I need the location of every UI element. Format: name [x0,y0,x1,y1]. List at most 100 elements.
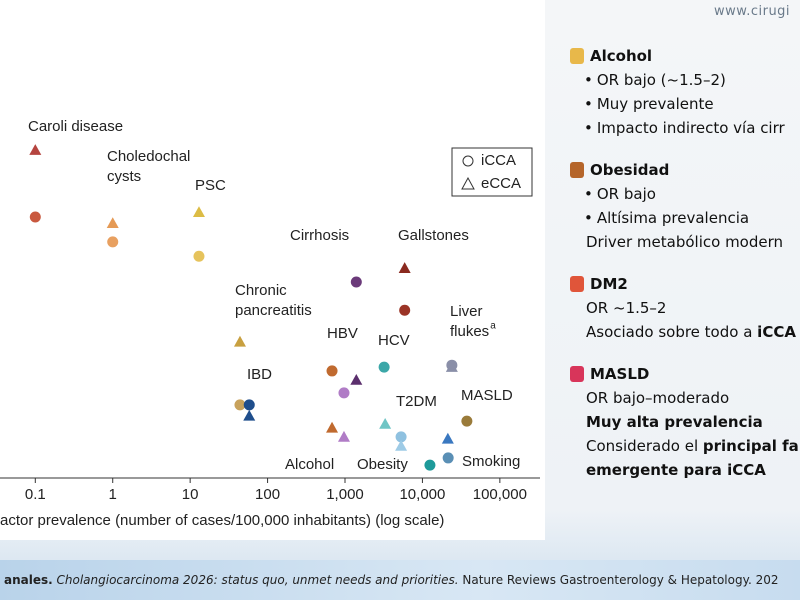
note-line: Asociado sobre todo a iCCA [570,320,800,344]
triangle-point [326,421,339,433]
note-title: MASLD [570,362,800,386]
note-line: Driver metabólico modern [570,230,800,254]
x-tick-label: 100,000 [473,486,527,503]
circle-point [193,250,205,262]
circle-point [378,361,390,373]
note-line: OR bajo–moderado [570,386,800,410]
citation-text: anales. [4,573,53,587]
point-label: Chronic [235,282,287,299]
note-title: Alcohol [570,44,800,68]
note-text: Driver metabólico modern [586,233,784,251]
citation: anales. Cholangiocarcinoma 2026: status … [0,560,800,600]
note-section: Obesidad OR bajo Altísima prevalencia Drive… [570,158,800,254]
note-icon [570,162,584,178]
note-text: OR bajo (~1.5–2) [596,71,726,89]
note-text: OR bajo–moderado [586,389,730,407]
note-text: Asociado sobre todo a [586,323,758,341]
point-label: IBD [247,366,272,383]
point-label: Smoking [462,453,520,470]
note-text: Altísima prevalencia [596,209,750,227]
note-title-text: Obesidad [590,161,670,179]
circle-point [424,459,436,471]
triangle-point [395,439,408,451]
point-label: HBV [327,325,358,342]
circle-point [338,387,350,399]
point-label: flukes [450,323,489,340]
point-label: PSC [195,177,226,194]
x-tick-label: 1,000 [326,486,364,503]
point-label: Alcohol [285,456,334,473]
chart-background [0,0,545,540]
triangle-point [350,374,363,385]
chart: actor prevalence (number of cases/100,00… [0,0,545,540]
superscript: a [490,321,496,332]
citation-text: Cholangiocarcinoma 2026: status quo, unm… [52,573,459,587]
point-label: pancreatitis [235,302,312,319]
triangle-point [445,361,458,372]
circle-point [399,304,411,316]
circle-point [29,211,41,223]
note-line: OR ~1.5–2 [570,296,800,320]
triangle-point [441,432,454,444]
note-icon [570,366,584,382]
note-line: OR bajo [570,182,800,206]
triangle-point [233,335,246,347]
note-title: Obesidad [570,158,800,182]
note-line: Considerado el principal fa [570,434,800,458]
point-label: Caroli disease [28,118,123,135]
note-text: Considerado el [586,437,703,455]
x-tick-label: 0.1 [25,486,46,503]
point-label: Choledochal [107,148,190,165]
circle-point [442,452,454,464]
x-tick-label: 10 [182,486,199,503]
circle-point [461,415,473,427]
note-section: MASLD OR bajo–moderado Muy alta prevalenci… [570,362,800,482]
circle-point [243,399,255,411]
x-tick-label: 10,000 [399,486,445,503]
note-text: Muy prevalente [596,95,714,113]
note-line: Altísima prevalencia [570,206,800,230]
legend-box [451,147,533,197]
note-line: Impacto indirecto vía cirr [570,116,800,140]
triangle-point [379,417,392,429]
triangle-point [192,206,205,218]
legend-label: iCCA [481,152,516,169]
note-title-text: DM2 [590,275,628,293]
point-label: MASLD [461,387,513,404]
note-title-text: MASLD [590,365,650,383]
note-line: Muy prevalente [570,92,800,116]
note-text: Impacto indirecto vía cirr [596,119,785,137]
point-label: Gallstones [398,227,469,244]
point-label: Cirrhosis [290,227,349,244]
point-label: Obesity [357,456,408,473]
point-label: HCV [378,332,410,349]
notes-panel: Alcohol OR bajo (~1.5–2) Muy prevalente Imp… [570,44,800,534]
triangle-point [337,430,350,442]
point-label: cysts [107,168,141,185]
note-text: iCCA [757,323,796,341]
triangle-point [106,217,119,229]
triangle-point [398,262,411,273]
triangle-point [29,144,42,155]
note-text: OR ~1.5–2 [586,299,667,317]
circle-point [107,236,119,248]
note-line: emergente para iCCA [570,458,800,482]
x-tick-label: 100 [255,486,280,503]
circle-point [234,399,246,411]
note-line: OR bajo (~1.5–2) [570,68,800,92]
note-section: Alcohol OR bajo (~1.5–2) Muy prevalente Imp… [570,44,800,140]
point-label: Liver [450,303,483,320]
legend-label: eCCA [481,175,521,192]
x-axis-label: actor prevalence (number of cases/100,00… [0,512,444,529]
triangle-point [243,409,256,421]
note-text: principal fa [702,437,799,455]
legend-symbol [462,155,474,167]
note-title: DM2 [570,272,800,296]
note-text: emergente para iCCA [586,461,766,479]
circle-point [395,431,407,443]
legend-symbol [461,176,475,190]
note-section: DM2 OR ~1.5–2 Asociado sobre todo a iCCA [570,272,800,344]
point-label: T2DM [396,393,437,410]
note-title-text: Alcohol [590,47,653,65]
